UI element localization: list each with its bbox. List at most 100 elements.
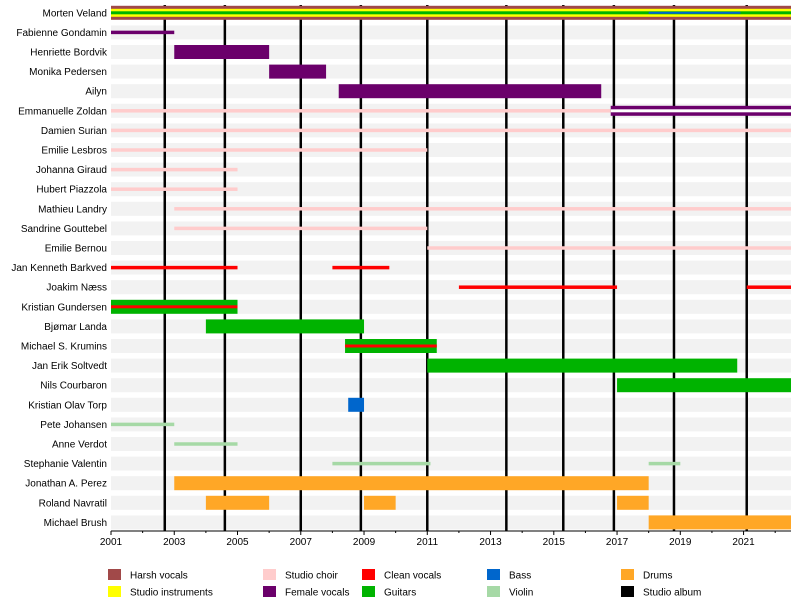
bar-emilie-bernou-studio-choir xyxy=(427,246,791,250)
row-background xyxy=(111,456,791,471)
member-names: Morten Veland Fabienne Gondamin Henriette … xyxy=(11,8,108,529)
legend-label-harsh-vocals: Harsh vocals xyxy=(130,571,188,582)
bar-joakim-n-ss-clean-vocals xyxy=(746,285,791,289)
member-name-label: Ailyn xyxy=(85,87,107,98)
legend-label-female-vocals: Female vocals xyxy=(285,588,349,599)
legend-label-studio-instruments: Studio instruments xyxy=(130,588,213,599)
x-tick-label: 2013 xyxy=(479,537,502,548)
member-name-label: Emmanuelle Zoldan xyxy=(18,106,107,117)
bar-roland-navratil-drums xyxy=(205,495,270,510)
member-name-label: Kristian Gundersen xyxy=(21,302,107,313)
x-tick-label: 2011 xyxy=(417,537,439,548)
legend-swatch-studio-choir xyxy=(263,569,276,580)
x-tick-label: 2015 xyxy=(543,537,566,548)
bar-michael-brush-drums xyxy=(648,515,791,530)
member-name-label: Jonathan A. Perez xyxy=(25,479,107,490)
legend-swatch-harsh-vocals xyxy=(108,569,121,580)
row-background xyxy=(111,260,791,275)
row-background xyxy=(111,45,791,59)
row-background xyxy=(111,339,791,353)
row-background xyxy=(111,515,791,530)
member-name-label: Michael S. Krumins xyxy=(21,342,107,353)
x-tick-label: 2003 xyxy=(163,537,186,548)
legend-swatch-female-vocals xyxy=(263,586,276,597)
member-name-label: Sandrine Gouttebel xyxy=(21,224,107,235)
bar-hubert-piazzola-studio-choir xyxy=(111,187,238,191)
bar-jan-erik-soltvedt-guitars xyxy=(427,358,738,373)
member-bars xyxy=(111,5,792,530)
row-background xyxy=(111,64,791,79)
bar-sandrine-gouttebel-studio-choir xyxy=(174,226,428,231)
bar-mathieu-landry-studio-choir xyxy=(174,207,792,211)
bar-damien-surian-studio-choir xyxy=(111,128,791,133)
member-name-label: Henriette Bordvik xyxy=(30,48,108,59)
bar-jan-kenneth-barkved-clean-vocals xyxy=(111,265,238,270)
member-name-label: Pete Johansen xyxy=(40,420,107,431)
legend-swatch-clean-vocals xyxy=(362,569,375,580)
x-tick-label: 2001 xyxy=(100,537,123,548)
member-name-label: Damien Surian xyxy=(41,126,107,137)
legend-swatch-violin xyxy=(487,586,500,597)
member-name-label: Fabienne Gondamin xyxy=(16,28,107,39)
member-name-label: Emilie Lesbros xyxy=(41,146,107,157)
bar-joakim-n-ss-clean-vocals xyxy=(458,285,618,289)
row-background xyxy=(111,397,791,412)
bar-pete-johansen-violin xyxy=(111,422,175,427)
legend: Harsh vocals Studio instruments Studio cho… xyxy=(108,569,701,599)
member-name-label: Mathieu Landry xyxy=(38,204,107,215)
bar-emmanuelle-zoldan-studio-choir xyxy=(111,109,791,113)
legend-swatch-guitars xyxy=(362,586,375,597)
bar-kristian-olav-torp-bass xyxy=(348,397,365,412)
legend-label-studio-choir: Studio choir xyxy=(285,571,338,582)
member-name-label: Jan Kenneth Barkved xyxy=(11,263,107,274)
bar-morten-veland-guitars xyxy=(111,11,791,15)
bar-divider xyxy=(610,109,791,113)
x-axis: 2001 2003 2005 2007 2009 2011 2013 2015 2017 2019… xyxy=(100,530,791,548)
bar-fabienne-gondamin-female-vocals xyxy=(111,30,175,35)
x-tick-label: 2017 xyxy=(606,537,629,548)
bar-kristian-gundersen-clean-vocals xyxy=(111,305,238,309)
legend-swatch-drums xyxy=(621,569,634,580)
x-tick-label: 2021 xyxy=(732,537,755,548)
x-tick-label: 2009 xyxy=(353,537,376,548)
member-name-label: Bjømar Landa xyxy=(44,322,107,333)
bar-jan-kenneth-barkved-clean-vocals xyxy=(332,265,390,270)
row-backgrounds xyxy=(111,5,791,530)
member-name-label: Emilie Bernou xyxy=(45,244,107,255)
x-tick-label: 2005 xyxy=(226,537,249,548)
bar-bj-mar-landa-guitars xyxy=(205,319,365,334)
bar-roland-navratil-drums xyxy=(617,495,649,510)
bar-henriette-bordvik-female-vocals xyxy=(174,45,270,59)
row-background xyxy=(111,437,791,451)
row-background xyxy=(111,25,791,40)
row-background xyxy=(111,299,791,314)
legend-label-guitars: Guitars xyxy=(384,588,416,599)
legend-swatch-bass xyxy=(487,569,500,580)
legend-label-drums: Drums xyxy=(643,571,672,582)
legend-label-studio-album: Studio album xyxy=(643,588,701,599)
bar-ailyn-female-vocals xyxy=(338,84,602,99)
row-background xyxy=(111,280,791,295)
x-tick-label: 2007 xyxy=(290,537,313,548)
bar-roland-navratil-drums xyxy=(364,495,396,510)
member-name-label: Roland Navratil xyxy=(39,498,107,509)
row-background xyxy=(111,182,791,197)
member-name-label: Johanna Giraud xyxy=(36,165,107,176)
bar-nils-courbaron-guitars xyxy=(617,378,791,393)
row-background xyxy=(111,162,791,177)
legend-label-violin: Violin xyxy=(509,588,533,599)
legend-label-clean-vocals: Clean vocals xyxy=(384,571,441,582)
member-name-label: Anne Verdot xyxy=(52,440,107,451)
legend-label-bass: Bass xyxy=(509,571,531,582)
member-name-label: Hubert Piazzola xyxy=(36,185,107,196)
row-background xyxy=(111,143,791,157)
bar-johanna-giraud-studio-choir xyxy=(111,167,238,172)
row-background xyxy=(111,221,791,236)
member-name-label: Michael Brush xyxy=(44,518,107,529)
bar-anne-verdot-violin xyxy=(174,442,238,446)
bar-monika-pedersen-female-vocals xyxy=(269,64,327,79)
member-name-label: Stephanie Valentin xyxy=(24,459,107,470)
legend-swatch-studio-instruments xyxy=(108,586,121,597)
member-name-label: Monika Pedersen xyxy=(29,67,107,78)
